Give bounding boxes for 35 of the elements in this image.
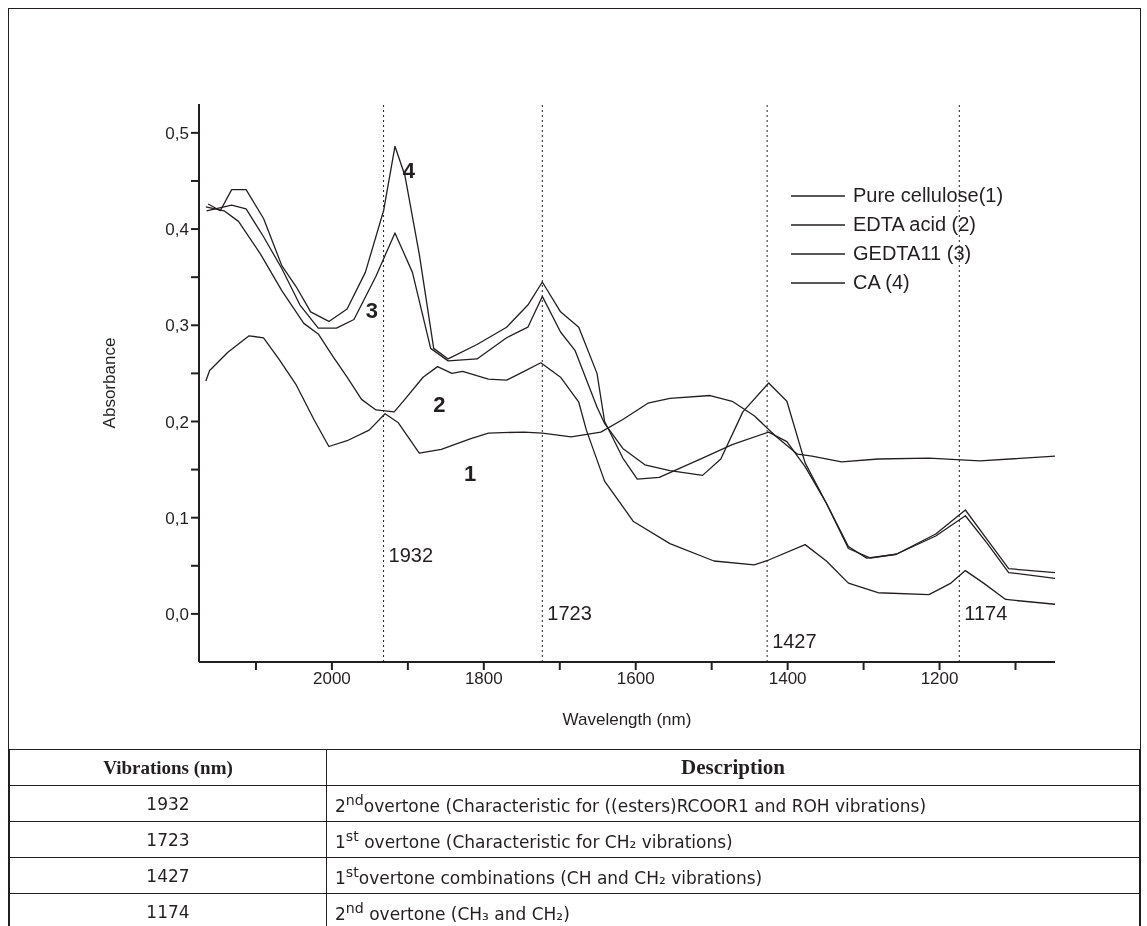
x-tick-label: 1800 [464, 669, 503, 689]
y-tick-label: 0,2 [165, 412, 189, 432]
x-axis-title: Wavelength (nm) [562, 710, 692, 729]
text: 1$^{st}$ overtone (Characteristic for CH₂ vibrations) [326, 821, 1140, 858]
x-tick-label: 1400 [768, 669, 807, 689]
legend-label: Pure cellulose(1) [853, 184, 1004, 207]
y-tick-label: 0,3 [165, 316, 189, 336]
text: 2$^{nd}$overtone (Characteristic for ((esters)RCOOR1 and ROH vibrations) [326, 785, 1140, 822]
text: Description [326, 749, 1140, 786]
x-tick-label: 2000 [313, 669, 351, 689]
x-tick-label: 1200 [920, 669, 959, 689]
text: Vibrations (nm) [9, 749, 327, 786]
annotation: 4 [402, 158, 416, 184]
y-axis-title: Absorbance [100, 337, 120, 429]
annotation: 2 [433, 392, 446, 418]
text: 1932 [9, 785, 327, 822]
legend-label: CA (4) [853, 271, 910, 294]
y-tick-label: 0,0 [165, 604, 189, 624]
text: 2$^{nd}$ overtone (CH₃ and CH₂) [326, 893, 1140, 926]
text: 1427 [9, 857, 327, 894]
text: 1$^{st}$overtone combinations (CH and CH₂ vibrations) [326, 857, 1140, 894]
ref-line-label: 1427 [772, 630, 817, 652]
y-tick-label: 0,5 [165, 123, 189, 143]
legend-label: EDTA acid (2) [853, 213, 976, 236]
annotation: 3 [365, 298, 379, 324]
text: 1174 [9, 893, 327, 926]
y-tick-label: 0,1 [165, 508, 189, 528]
text: 1723 [9, 821, 327, 858]
ref-line-label: 1932 [388, 544, 434, 566]
ref-line-label: 1723 [547, 602, 592, 624]
x-tick-label: 1600 [616, 669, 655, 689]
annotation: 1 [464, 460, 477, 486]
y-tick-label: 0,4 [165, 220, 189, 240]
legend-label: GEDTA11 (3) [853, 242, 972, 265]
ref-line-label: 1174 [964, 602, 1008, 624]
